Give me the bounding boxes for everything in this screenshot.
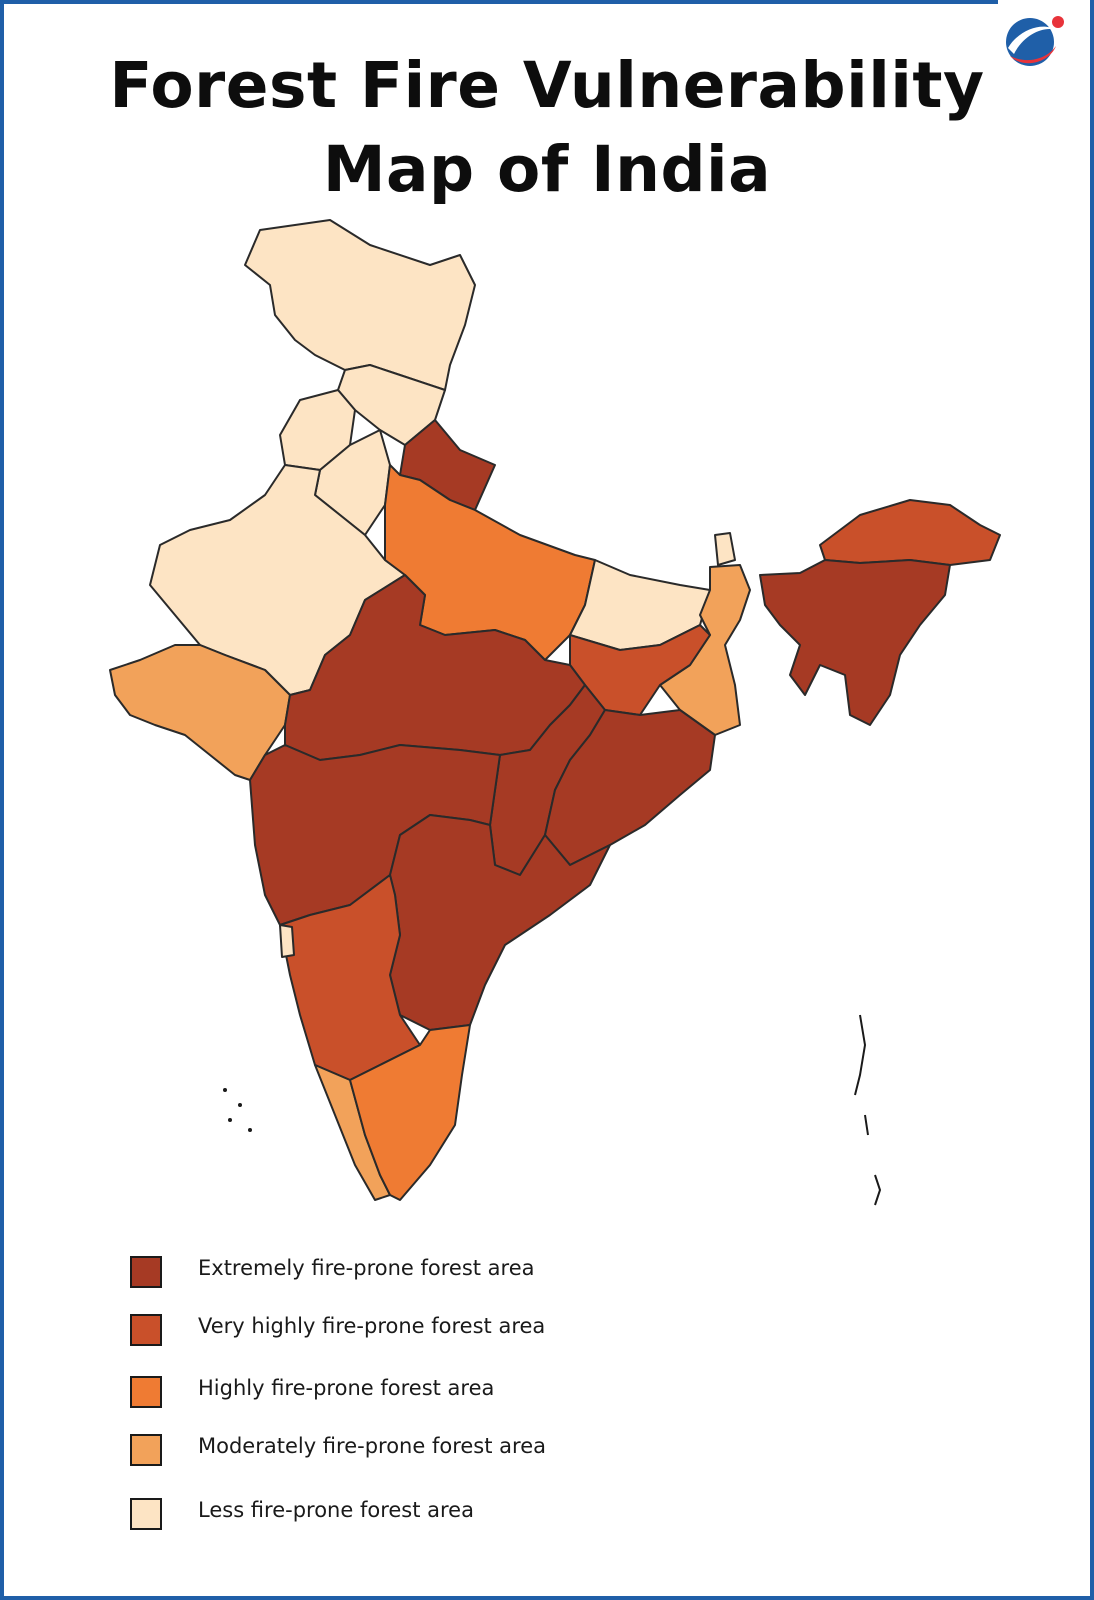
region-tamil-nadu (349, 1024, 471, 1201)
legend-item-extreme: Extremely fire-prone forest area (130, 1250, 690, 1290)
legend-item-moderate: Moderately fire-prone forest area (130, 1428, 690, 1468)
legend-label-very-high: Very highly fire-prone forest area (198, 1314, 546, 1338)
legend-label-less: Less fire-prone forest area (198, 1498, 474, 1522)
india-vulnerability-map (109, 219, 1001, 1206)
title-line-2: Map of India (322, 133, 772, 206)
top-border-rule (0, 0, 998, 4)
region-jammu-kashmir-ladakh (244, 219, 476, 391)
legend-swatch-less (130, 1498, 162, 1530)
region-sikkim (714, 532, 736, 566)
legend-swatch-very-high (130, 1314, 162, 1346)
region-northeast (759, 559, 951, 726)
title-line-1: Forest Fire Vulnerability (109, 49, 985, 122)
legend-swatch-high (130, 1376, 162, 1408)
region-karnataka (279, 874, 421, 1081)
region-arunachal-pradesh (819, 499, 1001, 566)
region-odisha (544, 709, 716, 866)
legend-label-extreme: Extremely fire-prone forest area (198, 1256, 535, 1280)
region-goa (279, 924, 295, 958)
legend-label-high: Highly fire-prone forest area (198, 1376, 495, 1400)
legend-swatch-moderate (130, 1434, 162, 1466)
andaman-nicobar-islands (854, 1014, 882, 1206)
legend-item-less: Less fire-prone forest area (130, 1492, 690, 1532)
page-title: Forest Fire Vulnerability Map of India (0, 44, 1094, 212)
legend-item-high: Highly fire-prone forest area (130, 1370, 690, 1410)
brand-globe-logo-icon (1006, 16, 1064, 66)
lakshadweep-islands (223, 1088, 252, 1132)
legend-item-very-high: Very highly fire-prone forest area (130, 1308, 690, 1348)
legend-swatch-extreme (130, 1256, 162, 1288)
legend-label-moderate: Moderately fire-prone forest area (198, 1434, 546, 1458)
